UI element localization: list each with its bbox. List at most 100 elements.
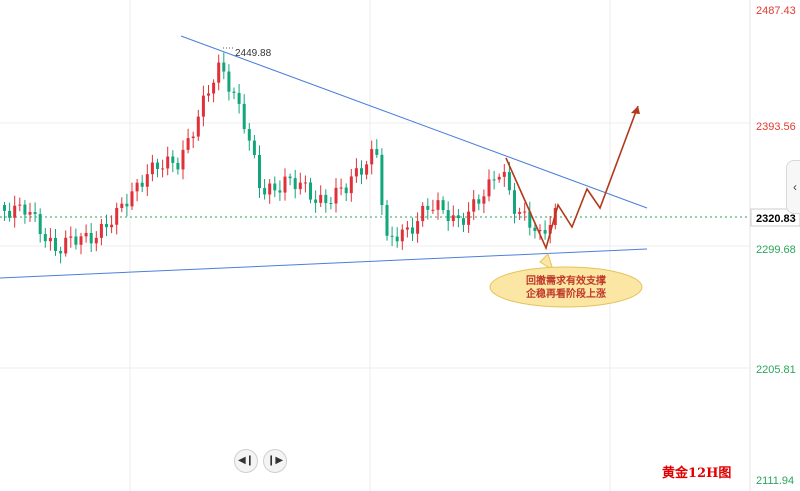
- candle-body: [166, 156, 170, 169]
- candle-body: [130, 191, 134, 207]
- candle-body: [533, 227, 537, 231]
- candle-body: [405, 227, 409, 230]
- lower-trendline: [0, 248, 648, 279]
- candle-body: [207, 93, 210, 96]
- candle-body: [436, 200, 440, 210]
- candle-body: [314, 199, 318, 203]
- price-axis: 2487.43 2393.56 2299.68 2205.81 2111.94 …: [750, 5, 800, 487]
- candles: [3, 52, 557, 264]
- candle-body: [105, 223, 108, 228]
- candle-body: [354, 168, 358, 177]
- candle-body: [258, 154, 261, 189]
- candle-body: [426, 205, 430, 210]
- candle-body: [43, 233, 47, 242]
- chart-watermark: 黄金12H图: [662, 466, 732, 481]
- candle-body: [518, 211, 522, 214]
- upper-trendline: [180, 35, 648, 209]
- high-annotation: 2449.88: [223, 47, 272, 59]
- candle-body: [54, 237, 57, 251]
- candle-body: [431, 209, 435, 211]
- candle-body: [13, 205, 17, 218]
- candle-body: [288, 176, 292, 179]
- candle-body: [59, 250, 63, 254]
- candle-body: [3, 205, 6, 211]
- current-price-label: 2320.83: [756, 213, 796, 225]
- candle-body: [69, 236, 73, 238]
- candle-body: [237, 92, 241, 104]
- candle-body: [344, 187, 348, 194]
- candle-body: [477, 199, 481, 204]
- candle-body: [242, 103, 246, 130]
- candle-body: [273, 183, 277, 191]
- candle-body: [181, 149, 185, 170]
- candle-body: [380, 154, 384, 206]
- candle-body: [110, 224, 114, 228]
- candle-body: [497, 176, 501, 180]
- candle-body: [79, 236, 83, 245]
- candle-body: [283, 176, 287, 193]
- candle-body: [462, 218, 465, 225]
- candle-body: [145, 174, 149, 187]
- skip-forward-button[interactable]: ❙▶: [263, 449, 287, 473]
- side-panel-toggle[interactable]: ‹: [786, 160, 800, 214]
- candle-body: [99, 223, 103, 238]
- candle-body: [528, 211, 532, 228]
- candle-body: [84, 232, 88, 237]
- price-tick: 2299.68: [756, 244, 796, 256]
- candle-body: [222, 62, 226, 72]
- candle-body: [395, 236, 399, 242]
- candle-body: [125, 203, 129, 207]
- candle-body: [538, 230, 542, 232]
- candle-body: [186, 138, 190, 150]
- current-price-box: [750, 208, 800, 227]
- skip-forward-icon: ❙▶: [266, 455, 284, 466]
- skip-back-icon: ◀❙: [237, 455, 255, 466]
- candle-body: [482, 196, 486, 204]
- candle-body: [390, 235, 394, 237]
- candle-body: [303, 182, 307, 184]
- candle-body: [135, 182, 139, 192]
- candle-body: [33, 212, 37, 215]
- candle-body: [502, 171, 506, 177]
- annotation-line-1: 回撤需求有效支撑: [526, 274, 606, 287]
- candle-body: [309, 182, 312, 200]
- candle-body: [38, 214, 42, 234]
- candle-body: [278, 190, 282, 193]
- candle-body: [523, 211, 527, 213]
- candle-body: [232, 91, 236, 93]
- candle-body: [370, 149, 374, 165]
- candle-body: [161, 168, 165, 170]
- candle-body: [339, 187, 343, 189]
- candle-body: [23, 204, 27, 215]
- candle-body: [191, 136, 195, 139]
- grid: [0, 0, 750, 491]
- candle-body: [171, 156, 175, 163]
- candle-body: [247, 129, 251, 141]
- candle-body: [94, 237, 98, 244]
- candle-body: [329, 203, 333, 205]
- candle-body: [18, 204, 22, 206]
- candle-body: [156, 162, 159, 170]
- candle-body: [360, 168, 363, 175]
- candle-body: [411, 227, 414, 234]
- candle-body: [507, 171, 511, 191]
- price-tick: 2393.56: [756, 121, 796, 133]
- skip-back-button[interactable]: ◀❙: [234, 449, 258, 473]
- candle-body: [252, 140, 256, 155]
- high-label: 2449.88: [235, 48, 272, 59]
- projection-path: [505, 105, 639, 251]
- candle-body: [451, 215, 455, 222]
- candle-body: [543, 230, 547, 234]
- candle-body: [140, 182, 144, 187]
- candle-body: [441, 200, 445, 211]
- price-tick: 2111.94: [756, 475, 794, 487]
- candle-body: [28, 212, 32, 215]
- candle-body: [64, 237, 68, 254]
- candle-body: [400, 229, 404, 242]
- candle-body: [176, 162, 180, 170]
- candle-body: [293, 178, 297, 190]
- candle-body: [217, 62, 221, 83]
- candle-body: [263, 188, 267, 195]
- candle-body: [456, 215, 460, 219]
